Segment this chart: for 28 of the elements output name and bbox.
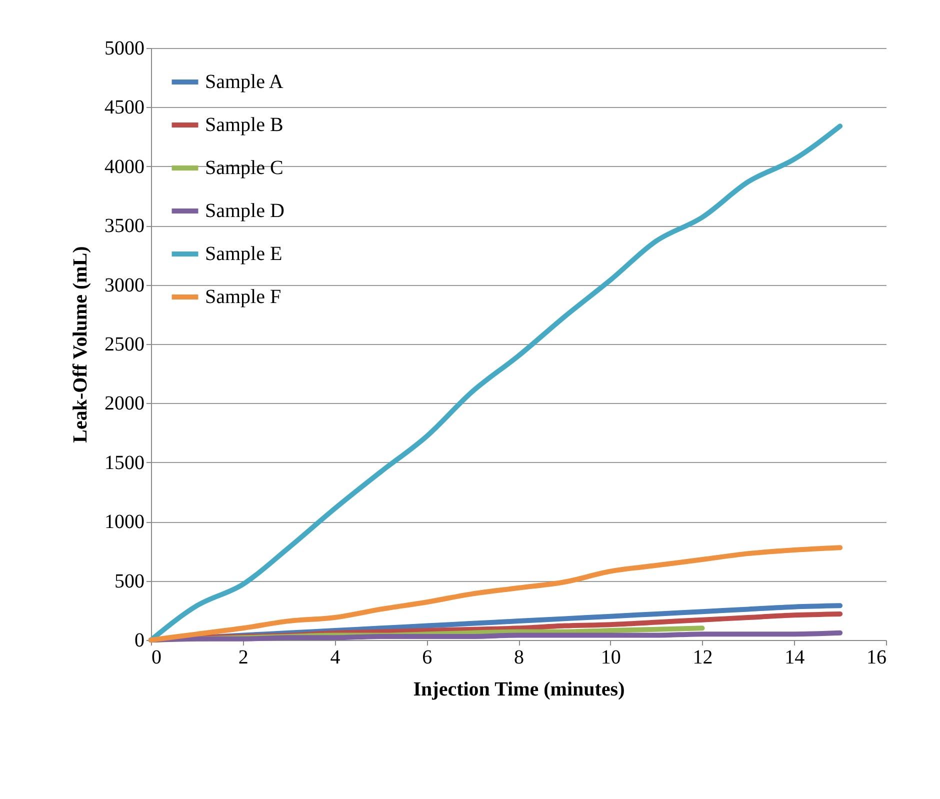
y-tick-label: 5000 <box>104 38 144 60</box>
legend-label: Sample F <box>205 286 282 308</box>
y-tick-label: 4000 <box>104 156 144 178</box>
legend-label: Sample C <box>205 157 284 179</box>
legend-label: Sample A <box>205 71 284 93</box>
y-tick-label: 2000 <box>104 392 144 415</box>
x-tick-label: 16 <box>866 646 886 668</box>
x-tick-label: 10 <box>600 646 621 668</box>
y-tick-label: 2500 <box>104 334 144 356</box>
legend-label: Sample E <box>205 243 282 265</box>
legend-label: Sample D <box>205 200 284 222</box>
y-tick-label: 1000 <box>104 511 144 534</box>
x-axis-title: Injection Time (minutes) <box>413 678 625 700</box>
x-tick-label: 14 <box>784 646 805 668</box>
y-tick-label: 0 <box>134 630 144 652</box>
y-tick-label: 500 <box>114 570 144 592</box>
x-tick-label: 0 <box>152 646 162 668</box>
x-tick-label: 2 <box>238 646 248 668</box>
legend-label: Sample B <box>205 114 284 136</box>
x-tick-label: 8 <box>514 646 524 668</box>
y-tick-label: 1500 <box>104 452 144 474</box>
y-tick-label: 3000 <box>104 274 144 296</box>
x-tick-label: 4 <box>330 646 340 668</box>
y-tick-label: 4500 <box>104 96 144 119</box>
x-tick-label: 6 <box>422 646 432 668</box>
x-tick-label: 12 <box>692 646 713 668</box>
y-tick-label: 3500 <box>104 215 144 238</box>
y-axis-title: Leak-Off Volume (mL) <box>70 246 92 443</box>
